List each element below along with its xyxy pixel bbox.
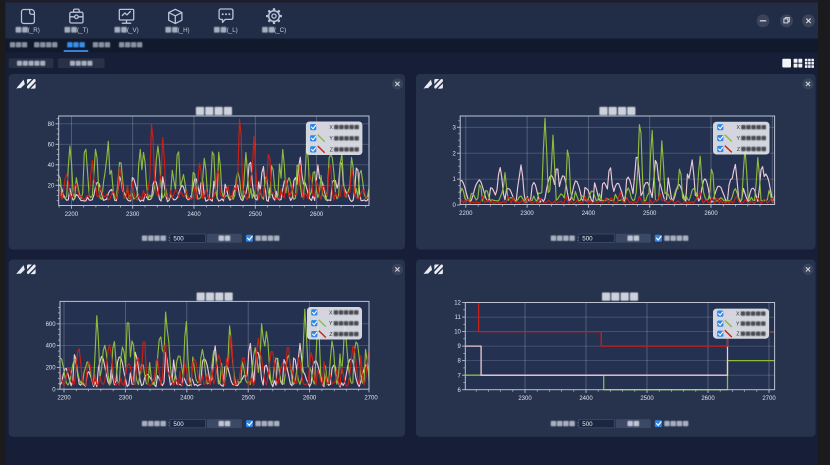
svg-text:2600: 2600: [701, 396, 715, 402]
svg-text:2200: 2200: [65, 212, 79, 218]
svg-text::: :: [577, 422, 579, 428]
svg-text:2200: 2200: [57, 396, 71, 402]
svg-text:3: 3: [452, 125, 456, 131]
svg-text:2700: 2700: [762, 396, 776, 402]
svg-text:9: 9: [458, 344, 462, 350]
svg-text:80: 80: [48, 122, 55, 128]
svg-text:60: 60: [48, 142, 55, 148]
svg-text::: :: [168, 422, 170, 428]
svg-text:Y: Y: [737, 136, 741, 142]
svg-text:X: X: [737, 125, 741, 131]
svg-text:Y: Y: [736, 322, 740, 328]
svg-text:8: 8: [458, 359, 462, 365]
svg-text:2400: 2400: [180, 396, 194, 402]
svg-text::: :: [168, 236, 170, 242]
svg-text:2700: 2700: [364, 396, 378, 402]
svg-text:(_V): (_V): [127, 27, 139, 34]
svg-text:2600: 2600: [310, 212, 324, 218]
svg-text:2300: 2300: [126, 212, 140, 218]
svg-text:2400: 2400: [582, 211, 596, 217]
svg-text:2500: 2500: [643, 211, 657, 217]
svg-text:Z: Z: [736, 332, 739, 338]
svg-text:11: 11: [455, 315, 462, 321]
svg-text:0: 0: [452, 203, 456, 209]
svg-text:6: 6: [458, 388, 462, 394]
svg-text:2400: 2400: [579, 396, 593, 402]
svg-text:40: 40: [48, 163, 55, 169]
svg-text:2: 2: [452, 151, 456, 157]
svg-text:(_L): (_L): [227, 27, 238, 34]
svg-text:(_C): (_C): [274, 27, 286, 34]
svg-text:2200: 2200: [459, 211, 473, 217]
svg-text:2500: 2500: [249, 212, 263, 218]
svg-text::: :: [577, 236, 579, 242]
svg-text:2500: 2500: [242, 396, 256, 402]
svg-text:Z: Z: [330, 147, 333, 153]
svg-text:7: 7: [458, 373, 462, 379]
svg-text:(_R): (_R): [28, 27, 40, 34]
svg-text:2300: 2300: [520, 211, 534, 217]
svg-text:2300: 2300: [518, 396, 532, 402]
svg-text:12: 12: [454, 301, 461, 307]
svg-text:2600: 2600: [303, 396, 317, 402]
svg-text:400: 400: [46, 344, 57, 350]
svg-text:Z: Z: [329, 332, 332, 338]
svg-text:X: X: [329, 310, 333, 316]
svg-text:(_H): (_H): [178, 27, 190, 34]
svg-text:600: 600: [46, 322, 57, 328]
svg-text:Y: Y: [329, 136, 333, 142]
svg-text:500: 500: [582, 235, 593, 242]
svg-text:500: 500: [173, 235, 184, 242]
svg-text:0: 0: [52, 387, 56, 393]
svg-text:10: 10: [454, 330, 461, 336]
svg-text:1: 1: [452, 177, 456, 183]
svg-text:500: 500: [173, 421, 184, 428]
svg-text:(_T): (_T): [77, 27, 88, 34]
svg-text:500: 500: [582, 421, 593, 428]
svg-text:2600: 2600: [704, 211, 718, 217]
svg-text:Y: Y: [329, 321, 333, 327]
svg-text:Z: Z: [737, 147, 740, 153]
svg-text:X: X: [736, 312, 740, 318]
svg-text:2300: 2300: [119, 396, 133, 402]
svg-text:200: 200: [46, 366, 57, 372]
svg-text:2500: 2500: [640, 396, 654, 402]
svg-text:X: X: [329, 125, 333, 131]
svg-text:2400: 2400: [187, 212, 201, 218]
svg-text:20: 20: [48, 183, 55, 189]
